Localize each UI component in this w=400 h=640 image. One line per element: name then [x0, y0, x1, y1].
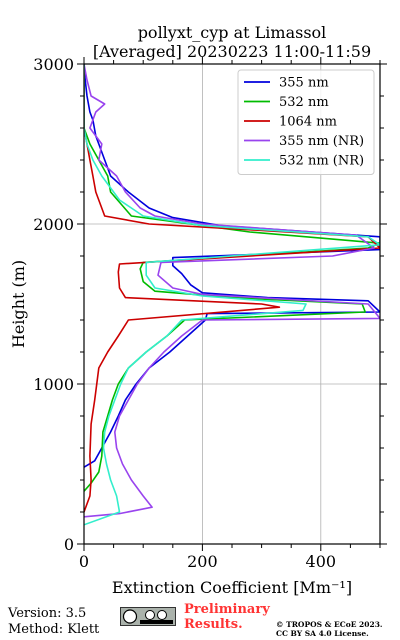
- legend-box: [237, 69, 375, 175]
- license-text: CC BY SA 4.0 License.: [276, 629, 369, 638]
- legend-label: 532 nm: [279, 95, 329, 110]
- cc-license-badge: [120, 607, 176, 626]
- series-line-355-nm: [84, 64, 380, 468]
- x-tick-label: 400: [306, 552, 337, 571]
- method-text: Method: Klett: [8, 622, 100, 637]
- by-icon: [145, 610, 155, 620]
- y-tick-label: 2000: [33, 215, 74, 234]
- legend-label: 1064 nm: [279, 115, 337, 130]
- x-tick-label: 200: [187, 552, 218, 571]
- results-text: Results.: [184, 617, 243, 632]
- copyright-text: © TROPOS & ECoE 2023.: [276, 620, 383, 629]
- y-axis-label: Height (m): [9, 260, 28, 348]
- series-line-532-nm-nr-: [84, 64, 380, 526]
- chart-title: pollyxt_cyp at Limassol: [138, 23, 327, 42]
- y-tick-label: 0: [64, 535, 74, 554]
- y-tick-label: 1000: [33, 375, 74, 394]
- preliminary-text: Preliminary: [184, 602, 270, 617]
- x-axis-label: Extinction Coefficient [Mm⁻¹]: [112, 578, 352, 597]
- version-text: Version: 3.5: [8, 606, 87, 621]
- chart-subtitle: [Averaged] 20230223 11:00-11:59: [93, 42, 371, 61]
- legend: 355 nm 532 nm 1064 nm 355 nm (NR) 532 nm (NR…: [237, 69, 375, 175]
- extinction-profile-chart: pollyxt_cyp at Limassol [Averaged] 20230…: [9, 23, 387, 597]
- cc-icon: [122, 609, 138, 624]
- legend-label: 532 nm (NR): [279, 154, 364, 169]
- axis-ticks: 0 200 400 0 1000 2000 3000: [33, 55, 387, 571]
- series-line-355-nm-nr-: [84, 64, 380, 518]
- series-lines: [84, 64, 380, 526]
- legend-label: 355 nm: [279, 76, 329, 91]
- sa-icon: [157, 610, 167, 620]
- y-tick-label: 3000: [33, 55, 74, 74]
- series-line-1064-nm: [84, 64, 380, 513]
- x-tick-label: 0: [79, 552, 89, 571]
- legend-label: 355 nm (NR): [279, 134, 364, 149]
